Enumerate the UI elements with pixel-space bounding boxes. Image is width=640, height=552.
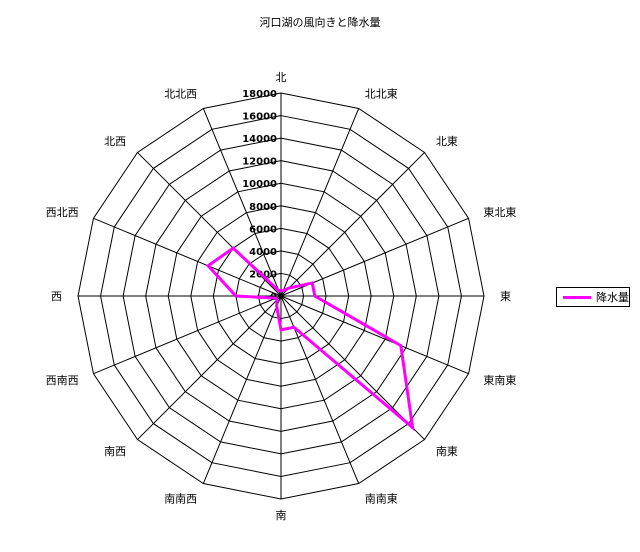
category-label: 西南西	[46, 374, 79, 387]
category-label: 南西	[104, 445, 126, 458]
category-label: 東	[500, 290, 511, 303]
spoke	[280, 295, 469, 375]
tick-label: 14000	[242, 134, 277, 145]
tick-label: 16000	[242, 112, 277, 123]
category-label: 南南西	[164, 492, 197, 505]
category-label: 北	[276, 71, 287, 84]
category-label: 東南東	[483, 374, 516, 387]
spoke	[280, 152, 425, 297]
tick-label: 10000	[242, 179, 277, 190]
spoke	[202, 108, 282, 297]
tick-label: 12000	[242, 157, 277, 168]
tick-label: 8000	[249, 202, 277, 213]
tick-label: 4000	[249, 247, 277, 258]
category-label: 南	[276, 509, 287, 522]
spoke	[202, 295, 282, 484]
category-label: 北北東	[365, 88, 398, 101]
radar-spokes	[78, 93, 484, 499]
category-label: 東北東	[483, 206, 516, 219]
category-label: 西北西	[46, 206, 79, 219]
tick-label: 6000	[249, 224, 277, 235]
spoke	[280, 295, 360, 484]
category-label: 西	[51, 290, 62, 303]
tick-label: 18000	[242, 89, 277, 100]
category-label: 北西	[104, 135, 126, 148]
legend: 降水量	[556, 287, 630, 307]
spoke	[93, 217, 282, 297]
category-label: 北東	[436, 135, 458, 148]
series-layer	[205, 246, 415, 432]
category-label: 南南東	[365, 492, 398, 505]
spoke	[280, 108, 360, 297]
legend-label: 降水量	[596, 291, 629, 304]
category-label: 南東	[436, 445, 458, 458]
legend-swatch	[563, 295, 591, 299]
spoke	[137, 295, 282, 440]
category-label: 北北西	[164, 88, 197, 101]
series-line	[205, 246, 415, 432]
chart-title: 河口湖の風向きと降水量	[260, 15, 381, 29]
spoke	[93, 295, 282, 375]
